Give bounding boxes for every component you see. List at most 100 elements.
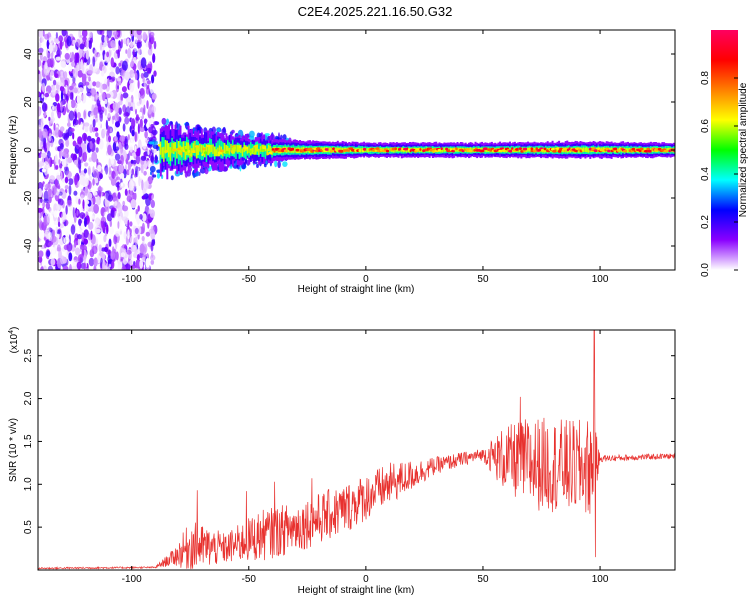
heatmap-cell	[47, 188, 52, 197]
heatmap-cell	[83, 255, 87, 263]
heatmap-cell	[140, 57, 147, 69]
heatmap-cell	[65, 30, 69, 37]
heatmap-cell	[251, 147, 254, 154]
heatmap-cell	[210, 144, 213, 153]
heatmap-cell	[57, 216, 60, 223]
heatmap-cell	[99, 251, 104, 257]
heatmap-cell	[159, 141, 162, 155]
x-tick-label: -50	[242, 574, 257, 585]
heatmap-cell	[115, 81, 120, 93]
heatmap-cell	[76, 38, 81, 48]
heatmap-cell	[44, 110, 47, 118]
heatmap-cell	[118, 107, 122, 115]
heatmap-cell	[104, 35, 107, 43]
heatmap-cell	[419, 148, 422, 151]
heatmap-cell	[130, 235, 135, 245]
heatmap-cell	[108, 135, 111, 143]
heatmap-cell	[153, 70, 157, 77]
heatmap-cell	[38, 59, 42, 67]
heatmap-cell	[51, 185, 57, 195]
heatmap-cell	[129, 79, 132, 85]
heatmap-cell	[225, 150, 229, 154]
heatmap-cell	[53, 122, 56, 131]
heatmap-cell	[95, 177, 99, 184]
x-tick-label: -100	[122, 274, 142, 285]
heatmap-cell	[81, 103, 86, 110]
heatmap-cell	[131, 168, 135, 176]
heatmap-cell	[103, 234, 107, 243]
heatmap-cell	[49, 69, 55, 81]
heatmap-cell	[49, 175, 55, 183]
heatmap-cell	[94, 222, 98, 228]
snr-plot: -100 -50 0 50 100 0.5 1.0 1.5 2.0 2.5 Height of s…	[8, 327, 676, 596]
heatmap-cell	[137, 248, 140, 255]
heatmap-cell	[60, 71, 64, 78]
heatmap-cell	[75, 247, 81, 256]
heatmap-cell	[60, 171, 63, 181]
heatmap-cell	[38, 256, 43, 263]
heatmap-cell	[142, 141, 147, 150]
heatmap-cell	[84, 186, 88, 194]
heatmap-cell	[69, 128, 75, 132]
heatmap-cell	[40, 122, 43, 132]
heatmap-cell	[83, 229, 89, 239]
heatmap-cell	[231, 129, 235, 134]
heatmap-cell	[89, 140, 93, 150]
heatmap-cell	[97, 164, 102, 172]
heatmap-cell	[122, 200, 126, 207]
heatmap-cell	[132, 49, 135, 57]
heatmap-cell	[53, 37, 60, 44]
heatmap-cell	[213, 146, 216, 157]
heatmap-cell	[201, 153, 204, 157]
heatmap-cell	[45, 183, 52, 189]
heatmap-cell	[88, 175, 93, 181]
heatmap-cell	[136, 254, 140, 261]
heatmap-cell	[38, 106, 42, 117]
heatmap-cell	[86, 91, 92, 97]
heatmap-cell	[58, 35, 63, 42]
heatmap-cell	[260, 148, 266, 152]
heatmap-cell	[90, 88, 97, 97]
heatmap-cell	[85, 177, 89, 186]
heatmap-cell	[74, 241, 77, 248]
heatmap-cell	[69, 85, 73, 91]
heatmap-cell	[78, 146, 83, 158]
heatmap-cell	[127, 163, 131, 171]
heatmap-cell	[223, 143, 226, 153]
heatmap-cell	[145, 86, 150, 95]
heatmap-cell	[81, 232, 84, 243]
heatmap-cell	[362, 147, 367, 151]
heatmap-cell	[148, 141, 155, 145]
heatmap-cell	[68, 184, 72, 196]
heatmap-cell	[139, 112, 143, 117]
heatmap-cell	[55, 204, 62, 210]
heatmap-cell	[107, 77, 110, 87]
heatmap-cell	[60, 255, 65, 265]
heatmap-cell	[111, 170, 116, 179]
heatmap-cell	[132, 103, 136, 113]
heatmap-cell	[127, 48, 132, 59]
heatmap-cell	[59, 163, 63, 169]
heatmap-cell	[92, 191, 98, 196]
heatmap-cell	[82, 151, 87, 162]
heatmap-cell	[238, 145, 241, 152]
heatmap-cell	[333, 147, 336, 153]
heatmap-cell	[98, 125, 101, 136]
heatmap-cell	[45, 201, 51, 210]
heatmap-cell	[143, 118, 148, 125]
heatmap-cell	[81, 73, 87, 82]
heatmap-cell	[72, 132, 75, 140]
heatmap-cell	[136, 114, 139, 119]
heatmap-cell	[469, 147, 472, 152]
heatmap-cell	[110, 250, 116, 260]
heatmap-cell	[93, 49, 98, 57]
heatmap-cell	[117, 93, 120, 101]
heatmap-cell	[264, 133, 270, 137]
heatmap-cell	[256, 163, 259, 168]
heatmap-cell	[40, 152, 47, 158]
heatmap-cell	[105, 164, 109, 175]
heatmap-cell	[171, 142, 174, 154]
heatmap-cell	[103, 128, 107, 135]
heatmap-cell	[44, 92, 50, 98]
heatmap-cell	[295, 148, 300, 152]
